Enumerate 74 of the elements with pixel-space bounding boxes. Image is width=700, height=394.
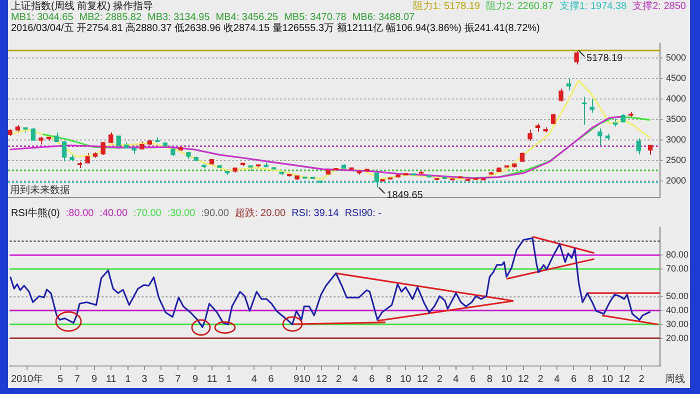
- y-tick-label: 3000: [666, 134, 686, 145]
- x-tick-label: 11: [206, 374, 218, 385]
- text: RSI: 39.14: [292, 208, 339, 219]
- y-tick-label: 70.00: [666, 263, 689, 274]
- x-tick-label: 4: [251, 374, 258, 385]
- y-tick-label: 2000: [666, 176, 686, 186]
- x-tick-label: 10: [602, 374, 614, 385]
- y-tick-label: 40.00: [666, 305, 689, 316]
- ref-line-label: :80.00: [66, 208, 94, 219]
- x-tick-label: 2: [638, 374, 645, 385]
- x-tick-label: 8: [386, 374, 392, 385]
- ref-line-label: 支撑2: 2850: [632, 1, 686, 12]
- x-tick-label: 9: [192, 374, 198, 385]
- y-tick-label: 50.00: [666, 291, 689, 302]
- ref-line-label: 阻力2: 2260.87: [486, 1, 554, 12]
- x-tick-label: 1: [125, 374, 132, 385]
- x-tick-label: 2010年: [11, 372, 44, 385]
- x-tick-label: 5: [58, 374, 64, 385]
- ref-line-label: 阻力1: 5178.19: [412, 1, 480, 12]
- text: 周线: [665, 374, 685, 385]
- annotation: 用到未来数据: [10, 185, 70, 196]
- y-tick-label: 2500: [666, 155, 686, 166]
- x-tick-label: 4: [453, 374, 460, 385]
- x-tick-label: 11: [106, 374, 117, 385]
- x-tick-label: 10: [400, 374, 412, 385]
- x-tick-label: 10: [299, 374, 311, 385]
- x-tick-label: 9: [92, 374, 98, 385]
- y-tick-label: 20.00: [666, 332, 689, 343]
- x-tick-label: 2: [538, 374, 544, 385]
- chart-title: 上证指数(周线 前复权) 操作指导: [11, 1, 154, 12]
- ref-line-label: :90.00: [201, 208, 229, 219]
- x-tick-label: 8: [486, 374, 493, 385]
- x-tick-label: 6: [470, 374, 476, 385]
- x-tick-label: 2: [436, 374, 443, 385]
- x-tick-label: 6: [268, 374, 274, 385]
- x-tick-label: 10: [500, 374, 513, 385]
- text: MB1: 3044.65: [11, 12, 74, 23]
- annotation: 5178.19: [586, 53, 624, 64]
- text: MB5: 3470.78: [284, 12, 346, 23]
- text: MB6: 3488.07: [352, 12, 415, 23]
- x-tick-label: 12: [518, 374, 530, 385]
- x-tick-label: 1: [226, 374, 232, 385]
- ref-line-label: :70.00: [134, 208, 162, 219]
- x-tick-label: 8: [588, 374, 594, 385]
- ref-line-label: 支撑1: 1974.38: [559, 1, 627, 12]
- text: RSI90: -: [344, 208, 382, 219]
- y-tick-label: 4500: [666, 72, 686, 83]
- x-tick-label: 12: [316, 374, 328, 385]
- chart-title: RSI牛熊(0): [11, 208, 60, 219]
- x-tick-label: 12: [618, 374, 630, 385]
- x-tick-label: 9: [294, 374, 300, 385]
- x-tick-label: 5: [158, 374, 164, 385]
- y-tick-label: 5000: [666, 52, 686, 62]
- text: MB2: 2885.82: [79, 12, 142, 23]
- text: MB3: 3134.95: [148, 12, 210, 23]
- x-tick-label: 6: [369, 374, 376, 385]
- x-tick-label: 2: [336, 374, 342, 385]
- chart-subtitle: 2016/03/04/五 开2754.81 高2880.37 低2638.96 收2874.15 量126555.3万 额12111亿 幅106.94(3.86%) 振241.41(8.72%): [11, 23, 540, 34]
- x-tick-label: 12: [416, 374, 428, 385]
- ref-line-label: :40.00: [100, 208, 128, 219]
- x-tick-label: 7: [74, 374, 80, 385]
- text: MB4: 3456.25: [216, 12, 278, 23]
- ref-line-label: 超跌: 20.00: [234, 208, 286, 219]
- y-tick-label: 4000: [666, 93, 686, 104]
- x-tick-label: 4: [352, 374, 358, 385]
- x-tick-label: 7: [175, 374, 182, 385]
- y-tick-label: 30.00: [666, 318, 689, 329]
- ref-line-label: :30.00: [167, 208, 196, 219]
- y-tick-label: 80.00: [666, 250, 689, 260]
- x-tick-label: 4: [554, 374, 560, 385]
- annotation: 1849.65: [386, 190, 424, 202]
- x-tick-label: 6: [570, 374, 577, 385]
- x-tick-label: 3: [142, 374, 148, 385]
- y-tick-label: 3500: [666, 114, 686, 124]
